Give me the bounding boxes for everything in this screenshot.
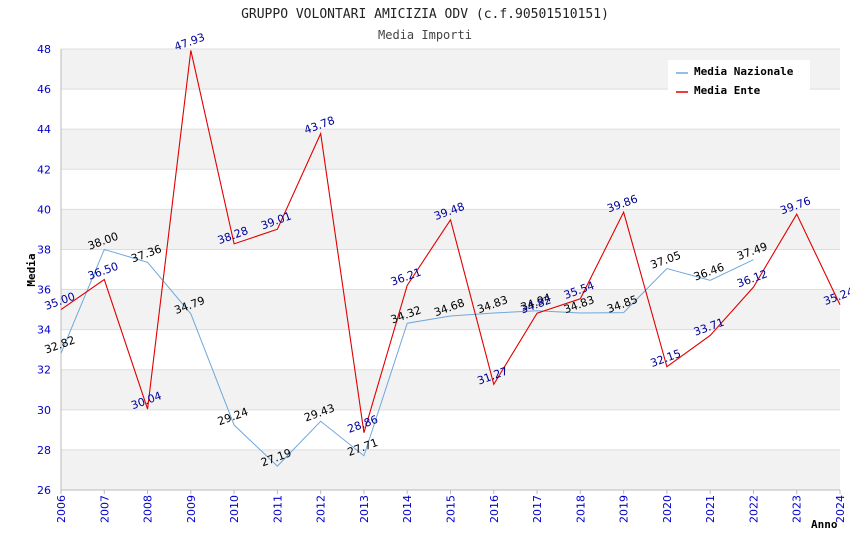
chart-title: GRUPPO VOLONTARI AMICIZIA ODV (c.f.90501… bbox=[241, 7, 609, 22]
data-label-media-ente: 28.86 bbox=[346, 413, 380, 436]
legend-box bbox=[668, 60, 810, 101]
x-tick-labels: 2006 2007 2008 2009 2010 2011 2012 2013 2014 2015… bbox=[55, 490, 847, 523]
grid-band bbox=[61, 289, 840, 330]
x-tick-label: 2019 bbox=[618, 495, 631, 523]
y-tick-label: 26 bbox=[37, 484, 51, 497]
grid-band bbox=[61, 209, 840, 250]
chart-subtitle: Media Importi bbox=[378, 28, 472, 42]
y-tick-label: 48 bbox=[37, 43, 51, 56]
x-tick-label: 2014 bbox=[401, 495, 414, 523]
y-tick-label: 44 bbox=[37, 123, 51, 136]
y-tick-label: 46 bbox=[37, 83, 51, 96]
x-tick-label: 2018 bbox=[574, 495, 587, 523]
legend-label-media-ente: Media Ente bbox=[694, 84, 761, 97]
y-tick-label: 30 bbox=[37, 404, 51, 417]
x-tick-label: 2024 bbox=[834, 495, 847, 523]
x-tick-label: 2007 bbox=[98, 495, 111, 523]
series-lines bbox=[60, 50, 841, 467]
x-tick-label: 2012 bbox=[315, 495, 328, 523]
x-tick-label: 2017 bbox=[531, 495, 544, 523]
x-tick-label: 2013 bbox=[358, 495, 371, 523]
x-tick-label: 2016 bbox=[488, 495, 501, 523]
x-tick-label: 2008 bbox=[142, 495, 155, 523]
y-axis-label: Media bbox=[25, 253, 38, 286]
series-line-media-nazionale bbox=[60, 248, 754, 467]
grid-band bbox=[61, 129, 840, 170]
x-tick-label: 2015 bbox=[445, 495, 458, 523]
x-tick-label: 2009 bbox=[185, 495, 198, 523]
data-label-media-ente: 32.15 bbox=[649, 347, 683, 370]
series-line-media-ente bbox=[60, 50, 841, 433]
x-tick-label: 2010 bbox=[228, 495, 241, 523]
x-axis-label: Anno bbox=[811, 518, 838, 531]
data-label-media-ente: 36.21 bbox=[389, 266, 423, 289]
y-tick-labels: 26 28 30 32 34 36 38 40 42 44 46 48 bbox=[37, 43, 51, 497]
y-tick-label: 36 bbox=[37, 284, 51, 297]
x-tick-label: 2011 bbox=[271, 495, 284, 523]
data-label-media-nazionale: 37.05 bbox=[649, 249, 683, 272]
x-tick-label: 2022 bbox=[747, 495, 760, 523]
y-tick-label: 34 bbox=[37, 324, 51, 337]
data-label-media-ente: 36.12 bbox=[735, 267, 769, 290]
y-tick-label: 40 bbox=[37, 203, 51, 216]
y-tick-label: 38 bbox=[37, 243, 51, 256]
y-tick-label: 32 bbox=[37, 364, 51, 377]
grid-band bbox=[61, 449, 840, 490]
legend: Media Nazionale Media Ente bbox=[668, 60, 810, 101]
x-tick-label: 2006 bbox=[55, 495, 68, 523]
x-tick-label: 2023 bbox=[791, 495, 804, 523]
x-tick-label: 2021 bbox=[704, 495, 717, 523]
grid-band bbox=[61, 369, 840, 410]
y-tick-label: 28 bbox=[37, 444, 51, 457]
legend-label-media-nazionale: Media Nazionale bbox=[694, 65, 794, 78]
data-label-media-nazionale: 32.82 bbox=[43, 334, 77, 357]
y-tick-label: 42 bbox=[37, 163, 51, 176]
x-tick-label: 2020 bbox=[661, 495, 674, 523]
data-label-media-ente: 36.50 bbox=[86, 260, 120, 283]
